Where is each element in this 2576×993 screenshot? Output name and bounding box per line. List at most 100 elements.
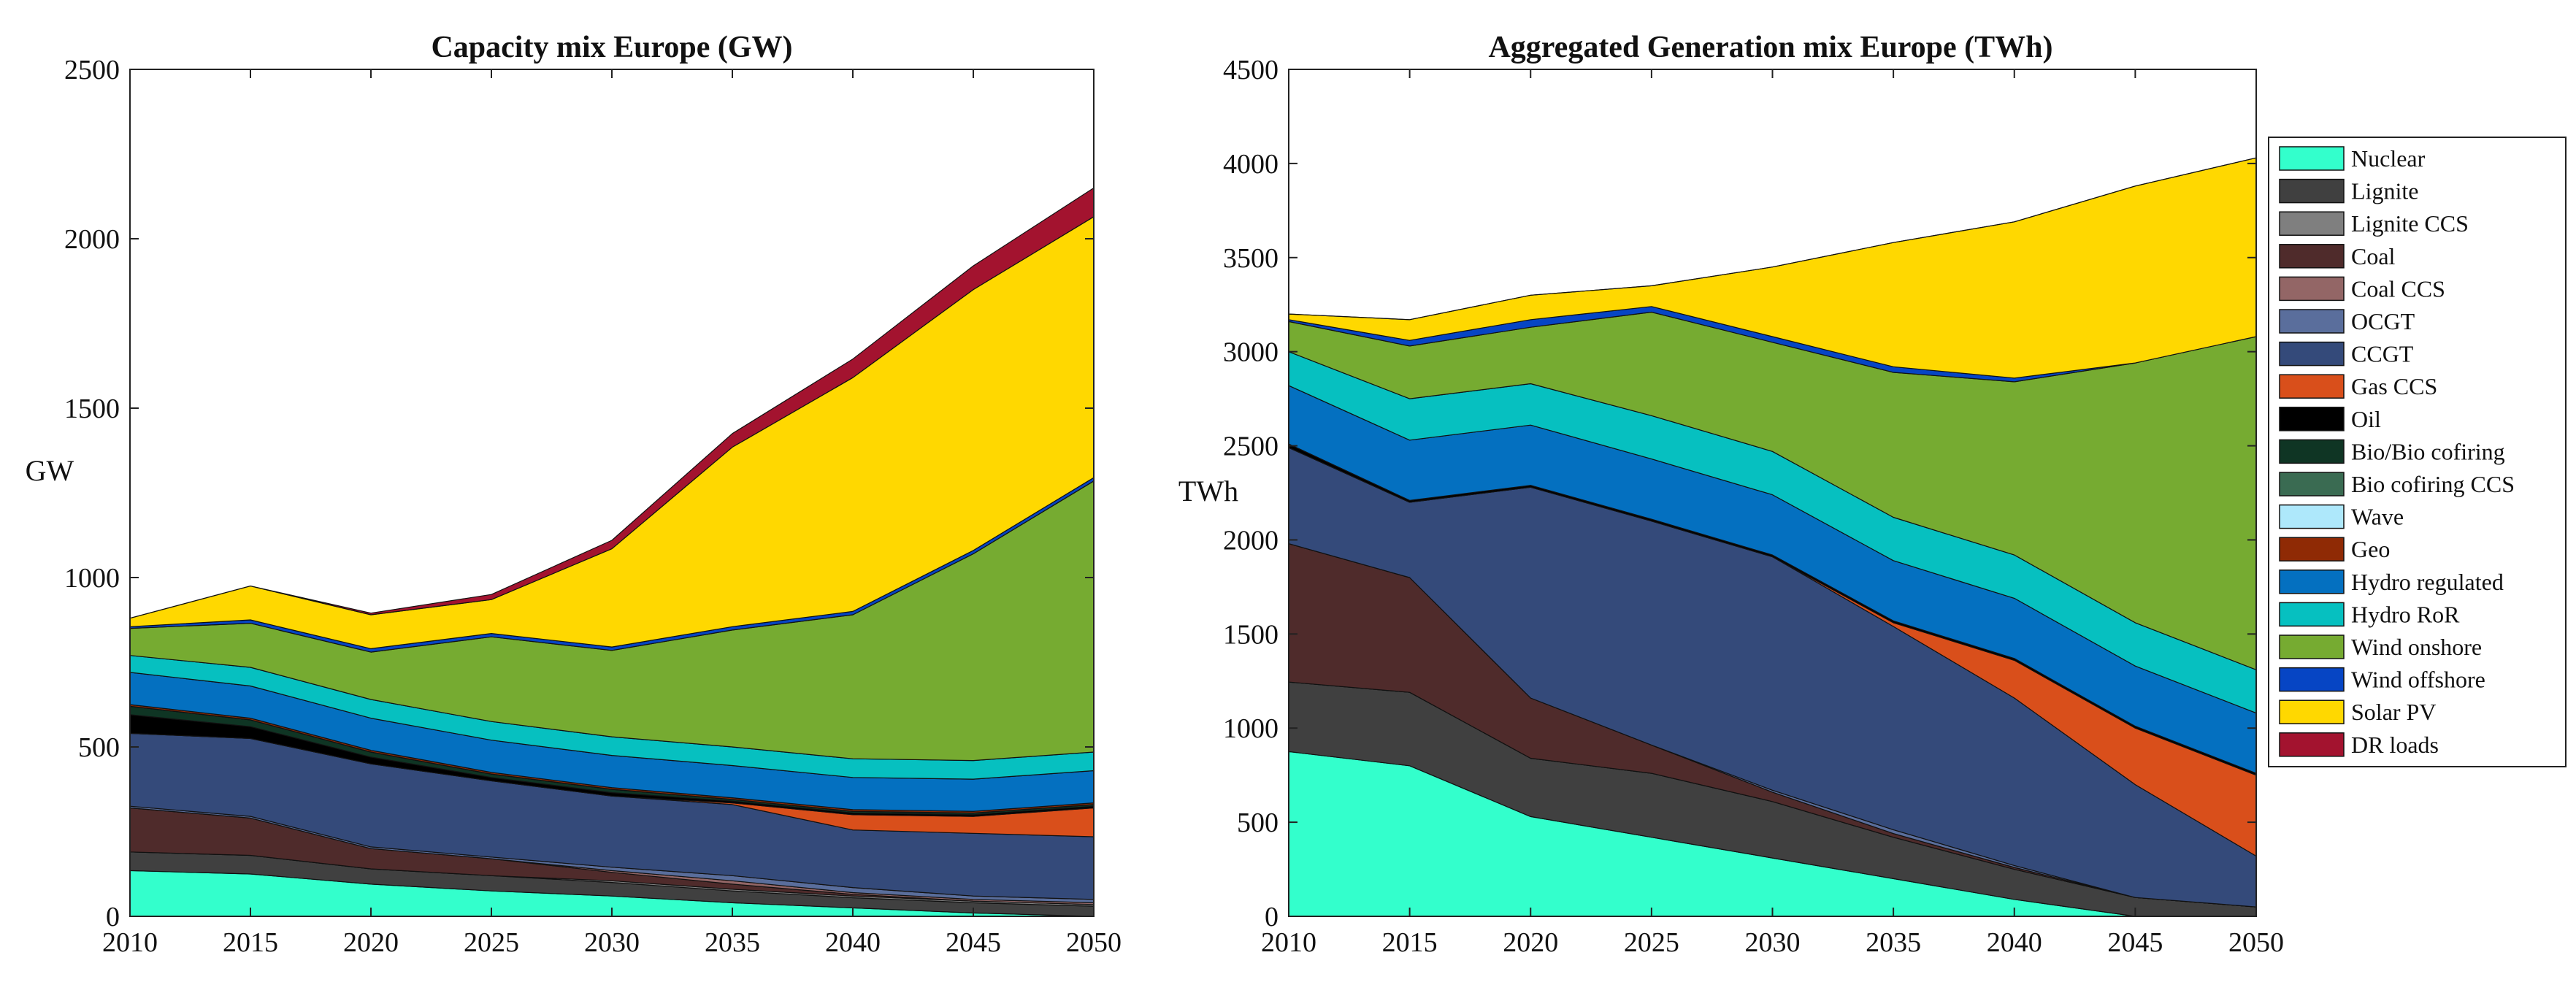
legend-entry-wind-offshore: Wind offshore [2279, 667, 2485, 693]
legend-label: Hydro RoR [2351, 601, 2460, 627]
generation-chart: Aggregated Generation mix Europe (TWh) T… [1178, 31, 2284, 958]
x-tick-label: 2040 [1987, 927, 2042, 958]
legend-label: Nuclear [2351, 145, 2426, 172]
legend-label: Geo [2351, 536, 2390, 562]
legend-entry-nuclear: Nuclear [2279, 145, 2426, 172]
legend-label: Coal CCS [2351, 275, 2445, 302]
capacity-y-axis-label: GW [26, 454, 74, 487]
legend-entry-bio-cofiring-ccs: Bio cofiring CCS [2279, 471, 2515, 497]
legend-label: Bio cofiring CCS [2351, 471, 2515, 497]
legend-swatch [2279, 244, 2345, 269]
x-tick-label: 2020 [1503, 927, 1558, 958]
y-tick-label: 500 [78, 732, 120, 763]
x-tick-label: 2015 [1382, 927, 1438, 958]
legend-entry-solar-pv: Solar PV [2279, 699, 2436, 725]
x-tick-label: 2030 [584, 927, 640, 958]
legend-swatch [2279, 667, 2345, 692]
legend-swatch [2279, 570, 2345, 594]
legend-swatch [2279, 504, 2345, 529]
legend-label: OCGT [2351, 308, 2415, 334]
legend-swatch [2279, 211, 2345, 236]
legend-swatch [2279, 602, 2345, 627]
legend-entry-wave: Wave [2279, 504, 2404, 530]
legend-swatch [2279, 146, 2345, 171]
y-tick-label: 1500 [64, 394, 120, 424]
y-tick-label: 2000 [1223, 525, 1279, 556]
y-tick-label: 4500 [1223, 55, 1279, 85]
legend-swatch [2279, 439, 2345, 464]
legend-entry-ocgt: OCGT [2279, 308, 2415, 334]
legend-entry-oil: Oil [2279, 406, 2381, 432]
legend-swatch [2279, 374, 2345, 399]
legend-entry-coal: Coal [2279, 243, 2396, 269]
legend-swatch [2279, 634, 2345, 659]
legend-label: CCGT [2351, 341, 2414, 367]
x-tick-label: 2040 [825, 927, 881, 958]
x-tick-label: 2010 [102, 927, 158, 958]
legend-entry-wind-onshore: Wind onshore [2279, 634, 2482, 660]
x-tick-label: 2035 [705, 927, 760, 958]
y-tick-label: 0 [1265, 902, 1279, 932]
legend-entry-dr-loads: DR loads [2279, 732, 2439, 758]
legend-label: Wind offshore [2351, 667, 2485, 693]
x-tick-label: 2025 [464, 927, 519, 958]
legend-entry-gas-ccs: Gas CCS [2279, 373, 2437, 399]
capacity-chart: Capacity mix Europe (GW) GW 2010 2015 2020… [26, 31, 1122, 958]
y-tick-label: 4000 [1223, 149, 1279, 180]
legend-swatch [2279, 276, 2345, 302]
x-tick-label: 2015 [223, 927, 278, 958]
legend-entry-geo: Geo [2279, 536, 2390, 562]
legend-label: Wave [2351, 504, 2404, 530]
legend-label: Coal [2351, 243, 2396, 269]
legend-swatch [2279, 732, 2345, 757]
y-tick-label: 1000 [1223, 713, 1279, 744]
x-tick-label: 2035 [1866, 927, 1921, 958]
x-tick-label: 2020 [343, 927, 399, 958]
y-tick-label: 0 [106, 902, 120, 932]
y-tick-label: 2500 [1223, 432, 1279, 462]
legend-items: Nuclear Lignite Lignite CCS Coal Coal CCS OCG… [2279, 145, 2515, 758]
legend-entry-coal-ccs: Coal CCS [2279, 275, 2445, 302]
y-tick-label: 3000 [1223, 337, 1279, 368]
legend-label: Lignite [2351, 178, 2418, 204]
x-tick-label: 2045 [2107, 927, 2163, 958]
capacity-chart-title: Capacity mix Europe (GW) [431, 31, 792, 64]
y-tick-label: 1500 [1223, 619, 1279, 650]
legend-entry-hydro-regulated: Hydro regulated [2279, 569, 2504, 595]
x-tick-label: 2045 [946, 927, 1001, 958]
legend-entry-ccgt: CCGT [2279, 341, 2414, 367]
legend-label: Oil [2351, 406, 2381, 432]
legend-entry-bio-bio-cofiring: Bio/Bio cofiring [2279, 438, 2505, 464]
legend-label: DR loads [2351, 732, 2439, 758]
y-tick-label: 1000 [64, 563, 120, 594]
legend-label: Bio/Bio cofiring [2351, 438, 2505, 464]
y-tick-label: 2500 [64, 55, 120, 85]
legend-label: Solar PV [2351, 699, 2436, 725]
x-tick-label: 2050 [1066, 927, 1122, 958]
legend-swatch [2279, 407, 2345, 432]
legend-swatch [2279, 472, 2345, 496]
legend-entry-lignite-ccs: Lignite CCS [2279, 210, 2469, 237]
legend-swatch [2279, 178, 2345, 204]
x-tick-label: 2010 [1261, 927, 1316, 958]
generation-chart-title: Aggregated Generation mix Europe (TWh) [1488, 31, 2052, 64]
legend-label: Wind onshore [2351, 634, 2482, 660]
legend-swatch [2279, 309, 2345, 334]
x-tick-label: 2025 [1624, 927, 1679, 958]
x-tick-label: 2030 [1745, 927, 1801, 958]
y-tick-label: 3500 [1223, 243, 1279, 274]
legend-label: Hydro regulated [2351, 569, 2504, 595]
legend: Nuclear Lignite Lignite CCS Coal Coal CCS OCG… [2268, 137, 2567, 767]
legend-entry-hydro-ror: Hydro RoR [2279, 601, 2460, 627]
legend-entry-lignite: Lignite [2279, 178, 2418, 204]
capacity-axes: 2010 2015 2020 2025 2030 2035 2040 2045 2050 0 500… [64, 55, 1122, 958]
legend-label: Gas CCS [2351, 373, 2437, 399]
generation-y-axis-label: TWh [1178, 475, 1238, 507]
legend-swatch [2279, 341, 2345, 367]
x-tick-label: 2050 [2228, 927, 2284, 958]
legend-label: Lignite CCS [2351, 210, 2469, 237]
legend-swatch [2279, 699, 2345, 724]
y-tick-label: 2000 [64, 224, 120, 255]
